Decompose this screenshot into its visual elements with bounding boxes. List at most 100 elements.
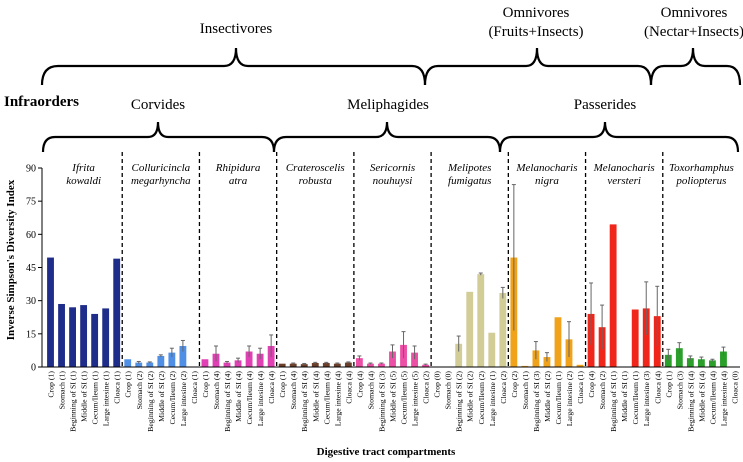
bar: [124, 359, 132, 367]
x-tick-label: Cloaca (4): [344, 371, 353, 404]
bar: [102, 308, 110, 367]
x-tick-label: Cloaca (1): [113, 371, 122, 404]
diet-brace-omnivores-fruits: [423, 47, 653, 86]
bar: [488, 332, 496, 367]
x-tick-label: Beginning of SI (2): [455, 371, 464, 432]
x-tick-label: Stomach (0): [444, 371, 453, 410]
infraorder-brace-passerides: [498, 121, 740, 153]
species-label: Melipotes: [447, 162, 491, 174]
x-tick-label: Crop (1): [124, 371, 133, 398]
bar: [91, 313, 99, 367]
bar: [113, 258, 121, 367]
bar: [157, 355, 165, 367]
x-tick-label: Beginning of SI (3): [377, 371, 386, 432]
species-label: atra: [229, 175, 248, 187]
x-tick-label: Cloaca (2): [499, 371, 508, 404]
x-tick-label: Large intesine (2): [179, 371, 188, 427]
infraorder-label-passerides: Passerides: [574, 97, 637, 113]
x-tick-label: Cecum/Ileum (5): [400, 371, 409, 425]
bar: [344, 362, 352, 367]
bar: [355, 358, 363, 367]
bar: [720, 351, 727, 367]
species-label: Rhipidura: [215, 162, 261, 174]
x-tick-label: Large intesine (4): [256, 371, 265, 427]
x-tick-labels: Crop (1) Stomach (1) Beginning of SI (1) Mi…: [47, 371, 740, 432]
x-tick-label: Stomach (1): [58, 371, 67, 410]
species-label: poliopterus: [675, 175, 726, 187]
species-label: nigra: [535, 175, 559, 187]
x-tick-label: Large intesine (1): [488, 371, 497, 427]
bar: [311, 363, 319, 367]
x-tick-label: Cecum/Ileum (1): [554, 371, 563, 425]
y-axis-title: Inverse Simpson's Diversity Index: [5, 179, 17, 340]
bar: [521, 365, 529, 367]
infraorder-brace-corvides: [41, 121, 276, 153]
bar: [223, 362, 231, 367]
x-tick-label: Stomach (1): [521, 371, 530, 410]
bar: [289, 363, 297, 367]
x-tick-label: Beginning of SI (2): [146, 371, 155, 432]
x-tick-label: Middle of SI (2): [543, 371, 552, 422]
x-tick-label: Large intesine (2): [565, 371, 574, 427]
y-tick-label: 60: [26, 230, 36, 241]
x-tick-label: Beginning of SI (4): [223, 371, 232, 432]
x-tick-label: Cecum/Ileum (1): [91, 371, 100, 425]
bar: [675, 348, 683, 367]
x-tick-label: Middle of SI (4): [697, 371, 706, 422]
bar: [378, 363, 385, 367]
diet-brace-omnivores-nectar: [649, 47, 742, 86]
bar: [146, 362, 154, 367]
species-label: nouhuysi: [373, 175, 413, 187]
x-tick-label: Stomach (4): [212, 371, 221, 410]
species-label: kowaldi: [66, 175, 101, 187]
x-tick-label: Crop (1): [278, 371, 287, 398]
bar: [422, 364, 430, 367]
x-tick-label: Beginning of SI (4): [300, 371, 309, 432]
species-label: Crateroscelis: [286, 162, 345, 174]
x-tick-label: Crop (2): [510, 371, 519, 398]
bar: [58, 303, 65, 367]
x-tick-label: Middle of SI (1): [620, 371, 629, 422]
x-tick-label: Beginning of SI (3): [532, 371, 541, 432]
species-label: versteri: [607, 175, 641, 187]
bar: [168, 352, 176, 367]
bar: [300, 364, 308, 367]
bar: [179, 345, 187, 367]
species-label: megarhyncha: [131, 175, 191, 187]
x-tick-label: Cloaca (1): [190, 371, 199, 404]
x-tick-label: Cecum/Ileum (4): [322, 371, 331, 425]
x-tick-label: Cecum/Ileum (4): [245, 371, 254, 425]
x-tick-label: Crop (1): [201, 371, 210, 398]
x-tick-label: Large intesine (5): [411, 371, 420, 427]
x-tick-label: Large intesine (3): [642, 371, 651, 427]
x-tick-label: Large intesine (1): [102, 371, 111, 427]
y-tick-label: 15: [26, 329, 36, 340]
bar: [554, 317, 562, 367]
bars: [47, 184, 727, 367]
species-label: Toxorhamphus: [669, 162, 734, 174]
diet-sublabel-fruits-insects: (Fruits+Insects): [488, 24, 583, 40]
x-tick-label: Stomach (4): [366, 371, 375, 410]
y-tick-label: 90: [26, 164, 36, 175]
bar: [69, 307, 76, 367]
species-label: fumigatus: [448, 175, 491, 187]
bar: [631, 309, 639, 367]
infraorder-label-corvides: Corvides: [131, 97, 185, 113]
x-tick-label: Cecum/Ileum (2): [477, 371, 486, 425]
bar: [466, 291, 474, 367]
bar: [278, 363, 286, 367]
x-tick-label: Stomach (4): [289, 371, 298, 410]
x-tick-label: Cloaca (4): [653, 371, 662, 404]
x-tick-label: Cloaca (1): [576, 371, 585, 404]
infraorder-label-meliphagides: Meliphagides: [347, 97, 429, 113]
bar: [333, 363, 341, 367]
x-tick-label: Stomach (2): [135, 371, 144, 410]
infraorders-label: Infraorders: [4, 94, 79, 110]
x-tick-label: Crop (1): [664, 371, 673, 398]
x-tick-label: Large intesine (4): [719, 371, 728, 427]
bar: [686, 358, 694, 367]
bar: [47, 257, 54, 367]
x-tick-label: Stomach (3): [675, 371, 684, 410]
